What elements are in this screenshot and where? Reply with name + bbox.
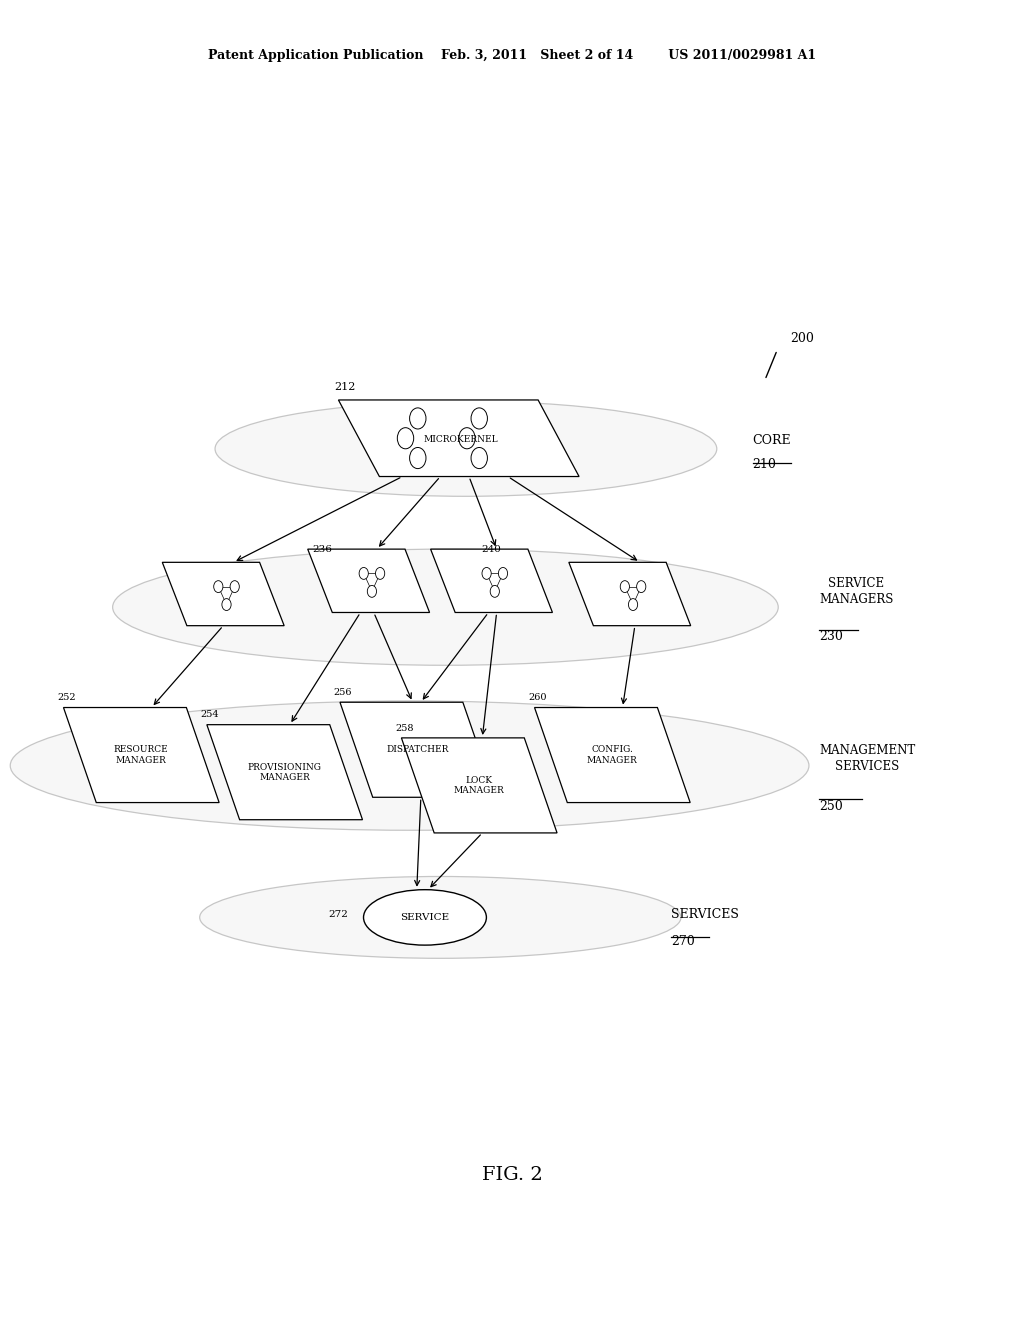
Text: 270: 270 — [671, 935, 694, 948]
Circle shape — [459, 428, 475, 449]
Polygon shape — [162, 562, 285, 626]
Text: 210: 210 — [753, 458, 776, 471]
Text: 240: 240 — [481, 545, 501, 554]
Circle shape — [397, 428, 414, 449]
Text: CONFIG.
MANAGER: CONFIG. MANAGER — [587, 746, 638, 764]
Circle shape — [499, 568, 508, 579]
Circle shape — [471, 447, 487, 469]
Circle shape — [471, 408, 487, 429]
Text: PROVISIONING
MANAGER: PROVISIONING MANAGER — [248, 763, 322, 781]
Polygon shape — [307, 549, 430, 612]
Text: MICROKERNEL: MICROKERNEL — [424, 436, 498, 444]
Circle shape — [490, 585, 500, 597]
Text: 272: 272 — [329, 911, 348, 919]
Text: SERVICES: SERVICES — [671, 908, 738, 921]
Text: FIG. 2: FIG. 2 — [481, 1166, 543, 1184]
Circle shape — [376, 568, 385, 579]
Text: 200: 200 — [791, 331, 814, 345]
Ellipse shape — [364, 890, 486, 945]
Circle shape — [359, 568, 369, 579]
Ellipse shape — [113, 549, 778, 665]
Circle shape — [230, 581, 240, 593]
Text: 256: 256 — [334, 688, 352, 697]
Text: 252: 252 — [57, 693, 76, 702]
Circle shape — [629, 598, 638, 610]
Ellipse shape — [10, 701, 809, 830]
Polygon shape — [207, 725, 362, 820]
Ellipse shape — [215, 401, 717, 496]
Ellipse shape — [200, 876, 681, 958]
Polygon shape — [338, 400, 580, 477]
Text: 236: 236 — [312, 545, 332, 554]
Text: Patent Application Publication    Feb. 3, 2011   Sheet 2 of 14        US 2011/00: Patent Application Publication Feb. 3, 2… — [208, 49, 816, 62]
Text: SERVICE
MANAGERS: SERVICE MANAGERS — [819, 577, 894, 606]
Circle shape — [222, 598, 231, 610]
Text: CORE: CORE — [753, 434, 792, 447]
Circle shape — [637, 581, 646, 593]
Text: 230: 230 — [819, 630, 843, 643]
Text: MANAGEMENT
SERVICES: MANAGEMENT SERVICES — [819, 744, 915, 774]
Circle shape — [368, 585, 377, 597]
Circle shape — [482, 568, 492, 579]
Polygon shape — [63, 708, 219, 803]
Text: DISPATCHER: DISPATCHER — [387, 746, 449, 754]
Circle shape — [214, 581, 223, 593]
Text: 250: 250 — [819, 800, 843, 813]
Polygon shape — [569, 562, 690, 626]
Circle shape — [410, 408, 426, 429]
Text: 254: 254 — [201, 710, 219, 719]
Text: SERVICE: SERVICE — [400, 913, 450, 921]
Polygon shape — [401, 738, 557, 833]
Polygon shape — [430, 549, 553, 612]
Polygon shape — [340, 702, 496, 797]
Circle shape — [621, 581, 630, 593]
Text: 212: 212 — [335, 381, 356, 392]
Circle shape — [410, 447, 426, 469]
Polygon shape — [535, 708, 690, 803]
Text: LOCK
MANAGER: LOCK MANAGER — [454, 776, 505, 795]
Text: RESOURCE
MANAGER: RESOURCE MANAGER — [114, 746, 169, 764]
Text: 260: 260 — [528, 693, 547, 702]
Text: 258: 258 — [395, 723, 414, 733]
